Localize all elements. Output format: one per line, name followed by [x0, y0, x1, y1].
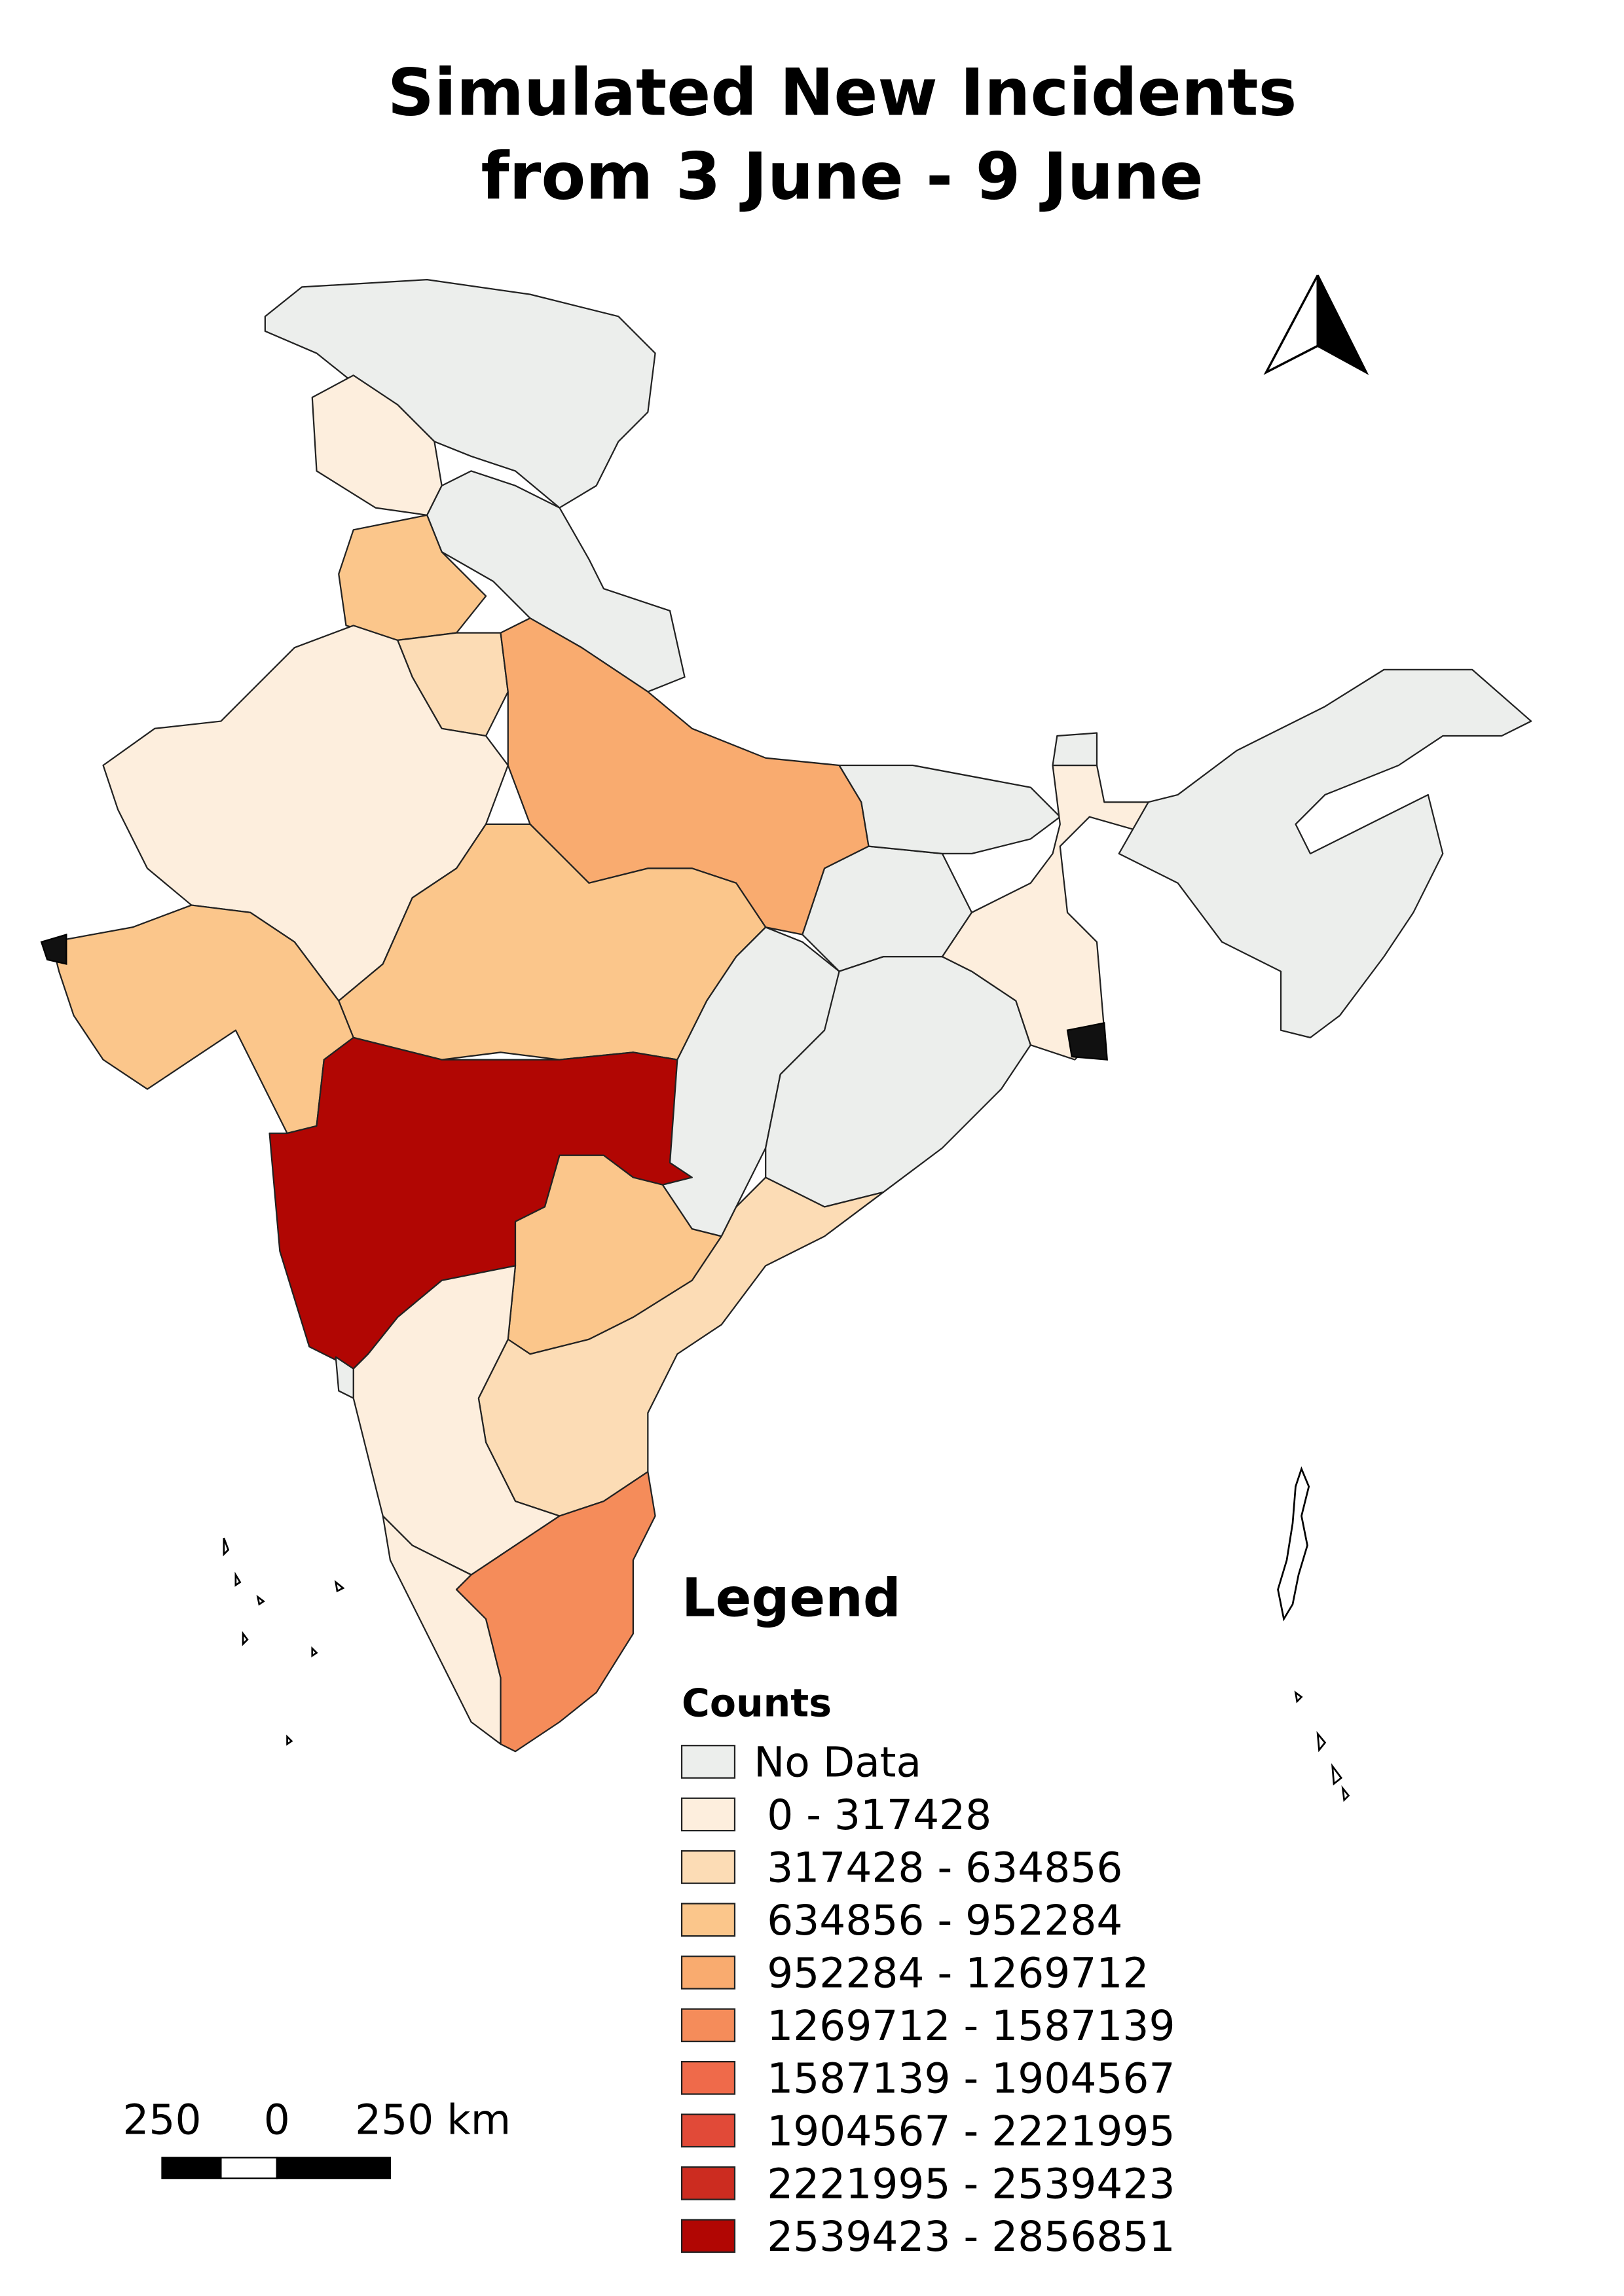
state-layer: [50, 279, 1532, 1753]
legend-subtitle: Counts: [682, 1681, 832, 1725]
scale-segment: [276, 2157, 392, 2179]
island: [1277, 1466, 1310, 1622]
scale-segment: [161, 2157, 222, 2179]
state: [1052, 732, 1098, 767]
state: [455, 1470, 656, 1753]
scale-label: 250 km: [355, 2096, 511, 2144]
legend-label: 1904567 - 2221995: [754, 2107, 1175, 2155]
legend-swatch: [680, 2060, 736, 2095]
scale-label: 250: [122, 2096, 201, 2144]
legend-title: Legend: [682, 1567, 901, 1629]
scale-segment: [220, 2157, 278, 2179]
legend-label: 1587139 - 1904567: [754, 2054, 1175, 2102]
legend-label: 0 - 317428: [754, 1791, 991, 1839]
legend-label: 952284 - 1269712: [754, 1949, 1149, 1997]
legend-label: 2539423 - 2856851: [754, 2213, 1175, 2261]
state: [352, 1265, 561, 1576]
legend-label: 634856 - 952284: [754, 1897, 1122, 1944]
legend-label: 1269712 - 1587139: [754, 2002, 1175, 2050]
state: [338, 823, 767, 1061]
state: [838, 764, 1061, 855]
legend-swatch: [680, 1903, 736, 1937]
title-line: Simulated New Incidents: [388, 55, 1297, 130]
legend-swatch: [680, 1745, 736, 1779]
legend-label: No Data: [754, 1738, 921, 1786]
islands: [40, 934, 1350, 1802]
legend: Legend Counts No Data 0 - 317428 317428 …: [680, 1567, 1175, 2261]
legend-label: 2221995 - 2539423: [754, 2160, 1175, 2208]
state: [1118, 668, 1532, 1039]
legend-swatch: [680, 1850, 736, 1884]
legend-swatch: [680, 2008, 736, 2043]
legend-swatch: [680, 1956, 736, 1990]
north-arrow: [1263, 274, 1369, 375]
north-arrow-left: [1263, 274, 1319, 375]
title-line: from 3 June - 9 June: [481, 139, 1204, 214]
legend-swatch: [680, 2166, 736, 2200]
legend-label: 317428 - 634856: [754, 1844, 1122, 1891]
island: [1294, 1690, 1350, 1802]
scale-bar: 250 0 250 km: [122, 2096, 511, 2179]
legend-swatch: [680, 2113, 736, 2148]
state: [426, 470, 686, 693]
scale-label: 0: [264, 2096, 290, 2144]
legend-swatch: [680, 2219, 736, 2253]
island: [223, 1537, 345, 1746]
north-arrow-right: [1316, 274, 1369, 375]
coast-detail: [40, 934, 1108, 1061]
state: [335, 1356, 354, 1399]
legend-swatch: [680, 1797, 736, 1832]
